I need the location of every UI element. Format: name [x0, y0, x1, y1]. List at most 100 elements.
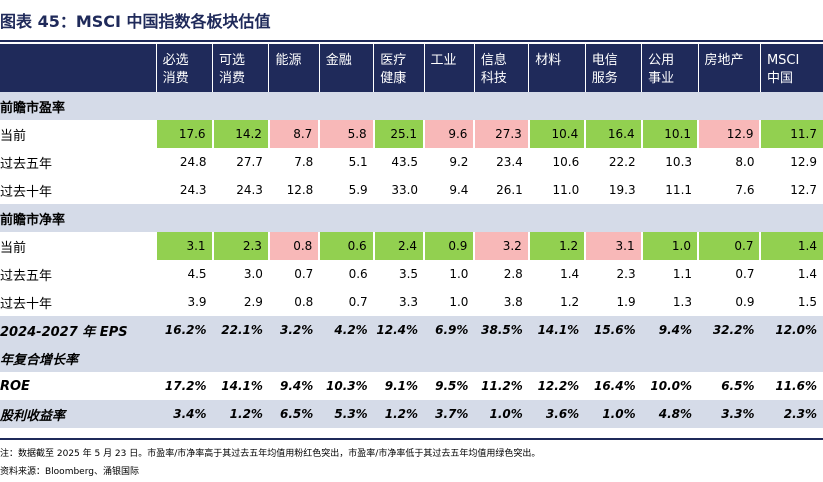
table-cell: 0.8 [267, 232, 320, 260]
row-label: 当前 [0, 128, 27, 144]
table-cell: 10.1 [640, 120, 699, 148]
table-cell: 1.0% [585, 400, 642, 428]
column-header: 房地产 [697, 44, 761, 92]
table-cell: 9.6 [423, 120, 475, 148]
table-cell: 4.8% [641, 400, 699, 428]
pb-section-header: 前瞻市净率 [0, 204, 823, 232]
row-label: 年复合增长率 [0, 344, 823, 372]
section-label: 前瞻市净率 [0, 204, 823, 232]
table-cell: 3.9 [187, 295, 207, 309]
column-header-line1: 可选 [219, 53, 246, 68]
column-header-line1: 信息 [480, 53, 507, 68]
row-label: 当前 [0, 240, 27, 256]
column-header-line1: MSCI [766, 53, 800, 68]
table-cell: 5.9 [348, 183, 368, 197]
table-cell: 2.3% [760, 400, 823, 428]
table-cell: 10.4 [527, 120, 586, 148]
row-label: 股利收益率 [0, 400, 157, 428]
table-cell: 27.3 [473, 120, 529, 148]
footer-divider [0, 438, 823, 440]
table-cell: 4.5 [187, 267, 207, 281]
column-header-line2: 服务 [591, 71, 618, 86]
table-cell: 24.3 [179, 183, 207, 197]
dividend-row: 股利收益率 3.4% 1.2% 6.5% 5.3% 1.2% 3.7% 1.0% 3.6% 1.0… [0, 400, 823, 428]
table-cell: 12.8 [286, 183, 314, 197]
column-header-line2: 消费 [219, 71, 246, 86]
table-cell: 12.7 [790, 183, 817, 197]
table-cell: 9.4 [449, 183, 469, 197]
pb-row: 过去十年 3.9 2.9 0.8 0.7 3.3 1.0 3.8 1.2 1.9 1.3 0.9 1.5 [0, 288, 823, 316]
page-title: 图表 45：MSCI 中国指数各板块估值 [0, 12, 271, 31]
table-cell: 0.6 [318, 232, 374, 260]
table-cell: 11.0 [552, 183, 580, 197]
column-header-line1: 金融 [325, 53, 352, 68]
column-header: 公用 事业 [641, 44, 699, 92]
column-header: MSCI 中国 [759, 44, 823, 92]
table-cell: 5.8 [318, 120, 374, 148]
table-cell: 10.6 [552, 155, 580, 169]
column-header-line1: 房地产 [704, 53, 744, 68]
eps-row-continued: 年复合增长率 [0, 344, 823, 372]
column-header-line1: 电信 [591, 53, 618, 68]
table-cell: 3.2 [473, 232, 529, 260]
table-cell: 15.6% [585, 316, 642, 344]
table-cell: 0.7 [294, 267, 314, 281]
column-header-line1: 医疗 [380, 53, 407, 68]
table-cell: 12.0% [760, 316, 823, 344]
table-cell: 1.4 [759, 232, 823, 260]
column-header: 金融 [318, 44, 374, 92]
table-cell: 8.7 [267, 120, 320, 148]
table-cell: 9.1% [384, 379, 419, 393]
column-header: 信息 科技 [473, 44, 529, 92]
table-cell: 12.9 [790, 155, 817, 169]
table-cell: 1.0 [449, 295, 469, 309]
table-cell: 3.3 [398, 295, 419, 309]
table-cell: 2.8 [503, 267, 523, 281]
table-cell: 1.4 [797, 267, 817, 281]
column-header: 材料 [528, 44, 586, 92]
table-cell: 0.6 [348, 267, 368, 281]
table-cell: 19.3 [608, 183, 636, 197]
column-header-line1: 能源 [275, 53, 302, 68]
column-header: 电信 服务 [584, 44, 642, 92]
table-cell: 1.9 [616, 295, 636, 309]
table-cell: 9.2 [449, 155, 469, 169]
column-header-line2: 事业 [648, 71, 675, 86]
table-cell: 22.1% [212, 316, 269, 344]
table-cell: 2.3 [616, 267, 636, 281]
table-cell: 3.4% [156, 400, 213, 428]
table-cell: 2.3 [211, 232, 269, 260]
table-cell: 43.5 [391, 155, 419, 169]
source-note: 资料来源：Bloomberg、涌银国际 [0, 467, 139, 477]
table-cell: 17.6 [155, 120, 213, 148]
table-cell: 12.4% [373, 316, 425, 344]
table-cell: 16.4% [593, 379, 636, 393]
table-cell: 6.9% [424, 316, 475, 344]
table-cell: 0.7 [697, 232, 761, 260]
column-header-line2: 中国 [766, 71, 793, 86]
table-cell: 23.4 [496, 155, 523, 169]
table-cell: 3.1 [584, 232, 642, 260]
row-label: 过去十年 [0, 296, 53, 312]
table-cell: 11.2% [481, 379, 523, 393]
column-header-line1: 公用 [648, 53, 675, 68]
table-cell: 1.4 [560, 267, 580, 281]
table-cell: 3.6% [528, 400, 586, 428]
table-cell: 0.7 [348, 295, 368, 309]
table-cell: 10.3% [326, 379, 368, 393]
table-cell: 3.8 [503, 295, 523, 309]
valuation-table: 必选 消费 可选 消费 能源 金融 医疗 健康 工业 信息 科技 材料 电信 服务 公用 事业 房地产 MSCI 中… [0, 44, 823, 428]
pe-section-header: 前瞻市盈率 [0, 92, 823, 120]
row-label: 过去五年 [0, 156, 53, 172]
table-cell: 1.2% [212, 400, 269, 428]
table-cell: 4.2% [319, 316, 374, 344]
table-cell: 24.3 [236, 183, 263, 197]
row-label: 2024-2027 年 EPS [0, 316, 157, 344]
header-corner [0, 44, 157, 92]
table-cell: 3.2% [268, 316, 320, 344]
table-cell: 16.2% [156, 316, 213, 344]
pe-row: 过去五年 24.8 27.7 7.8 5.1 43.5 9.2 23.4 10.6 22.2 10.… [0, 148, 823, 176]
table-cell: 1.2 [560, 295, 580, 309]
table-cell: 5.1 [348, 155, 368, 169]
table-cell: 1.2% [373, 400, 425, 428]
